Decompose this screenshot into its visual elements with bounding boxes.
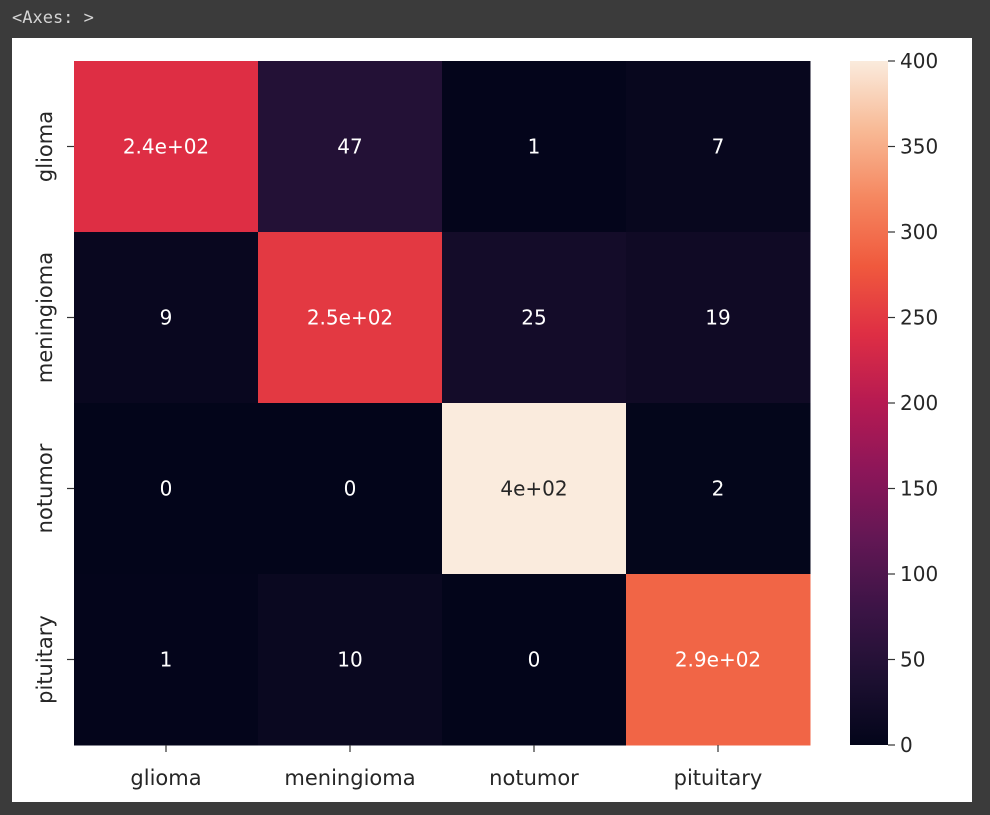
axes-repr-text: <Axes: >	[12, 8, 94, 28]
colorbar-tick-label-250: 250	[900, 306, 938, 330]
x-tick-label-notumor: notumor	[489, 766, 579, 790]
colorbar-tick-label-400: 400	[900, 49, 938, 73]
heatmap-cell-2-1	[258, 403, 443, 575]
heatmap-cell-3-3	[626, 574, 811, 746]
heatmap-cell-1-3	[626, 232, 811, 404]
cell-annotation-3-0: 1	[160, 648, 173, 672]
cell-annotation-1-3: 19	[705, 306, 730, 330]
figure-panel: 2.4e+02 47 1 7 9 2.5e+02 25 19 0 0 4e+02 2 1 10 0 2.9e+…	[12, 38, 972, 802]
colorbar-tick-label-150: 150	[900, 477, 938, 501]
x-tick-label-pituitary: pituitary	[674, 766, 763, 790]
cell-annotation-1-2: 25	[521, 306, 546, 330]
colorbar-tick-label-100: 100	[900, 562, 938, 586]
cell-annotation-2-2: 4e+02	[500, 477, 567, 501]
colorbar-tick-label-0: 0	[900, 733, 913, 757]
cell-annotation-0-1: 47	[337, 135, 362, 159]
x-tick-label-meningioma: meningioma	[284, 766, 415, 790]
cell-annotation-0-3: 7	[712, 135, 725, 159]
cell-annotation-0-2: 1	[528, 135, 541, 159]
y-tick-label-glioma: glioma	[33, 111, 57, 182]
heatmap-cell-2-2	[442, 403, 627, 575]
heatmap-cell-3-2	[442, 574, 627, 746]
heatmap-cell-1-0	[74, 232, 259, 404]
cell-annotation-1-1: 2.5e+02	[307, 306, 393, 330]
colorbar-tick-label-200: 200	[900, 391, 938, 415]
y-tick-label-notumor: notumor	[33, 443, 57, 533]
heatmap-cell-0-1	[258, 61, 443, 233]
colorbar-tick-label-300: 300	[900, 220, 938, 244]
heatmap-cell-0-0	[74, 61, 259, 233]
heatmap-cell-0-3	[626, 61, 811, 233]
cell-output-header: <Axes: >	[0, 0, 990, 40]
colorbar-tick-label-50: 50	[900, 648, 925, 672]
x-tick-label-glioma: glioma	[130, 766, 201, 790]
heatmap-cell-3-1	[258, 574, 443, 746]
cell-annotation-3-1: 10	[337, 648, 362, 672]
y-tick-label-meningioma: meningioma	[33, 252, 57, 383]
cell-annotation-2-3: 2	[712, 477, 725, 501]
cell-annotation-2-1: 0	[344, 477, 357, 501]
heatmap-cell-3-0	[74, 574, 259, 746]
cell-annotation-0-0: 2.4e+02	[123, 135, 209, 159]
cell-annotation-3-2: 0	[528, 648, 541, 672]
cell-annotation-3-3: 2.9e+02	[675, 648, 761, 672]
heatmap-cell-1-2	[442, 232, 627, 404]
colorbar-tick-label-350: 350	[900, 135, 938, 159]
cell-annotation-2-0: 0	[160, 477, 173, 501]
heatmap-cell-2-3	[626, 403, 811, 575]
heatmap-cell-1-1	[258, 232, 443, 404]
colorbar	[850, 61, 888, 745]
heatmap-chart: 2.4e+02 47 1 79 2.5e+02 25 190 0 4e+02 21 10 0 2.9e+…	[33, 49, 938, 790]
heatmap-cell-2-0	[74, 403, 259, 575]
y-tick-label-pituitary: pituitary	[33, 615, 57, 704]
cell-annotation-1-0: 9	[160, 306, 173, 330]
heatmap-cell-0-2	[442, 61, 627, 233]
cell-output-footer	[0, 802, 990, 815]
